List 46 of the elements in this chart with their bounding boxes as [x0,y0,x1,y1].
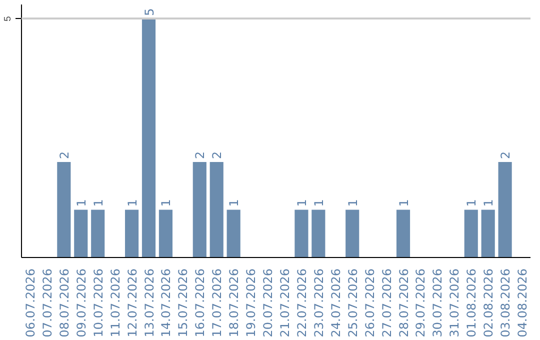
data-label: 1 [312,199,326,207]
x-tick-label: 14.07.2026 [159,268,174,338]
x-tick-label: 16.07.2026 [193,268,208,338]
data-label: 2 [498,151,513,160]
data-label: 1 [125,199,140,207]
data-label: 5 [142,8,156,16]
x-tick-label: 07.07.2026 [40,268,54,338]
x-tick-label: 18.07.2026 [227,268,242,338]
x-tick-label: 29.07.2026 [414,268,428,338]
x-tick-label: 13.07.2026 [142,268,156,338]
x-tick-label: 08.07.2026 [57,268,72,338]
data-label: 1 [159,199,174,207]
x-tick-label: 21.07.2026 [278,268,292,338]
x-tick-label: 15.07.2026 [176,268,190,338]
data-label: 1 [91,199,106,207]
data-label: 1 [396,199,411,207]
x-tick-label: 11.07.2026 [108,268,122,338]
x-tick-label: 31.07.2026 [448,268,462,338]
x-tick-label: 02.08.2026 [482,268,496,338]
data-label: 1 [464,199,479,207]
x-tick-label: 30.07.2026 [430,268,445,338]
x-tick-label: 22.07.2026 [294,268,309,338]
x-tick-label: 06.07.2026 [23,268,38,338]
x-tick-label: 10.07.2026 [91,268,106,338]
data-label: 2 [193,151,208,160]
data-label: 1 [482,199,496,207]
x-tick-label: 25.07.2026 [346,268,360,338]
x-tick-label: 20.07.2026 [261,268,276,338]
x-tick-label: 28.07.2026 [396,268,411,338]
x-tick-label: 03.08.2026 [498,268,513,338]
x-tick-label: 17.07.2026 [210,268,224,338]
data-label: 2 [57,151,72,160]
x-tick-label: 12.07.2026 [125,268,140,338]
x-tick-label: 19.07.2026 [244,268,258,338]
x-tick-label: 01.08.2026 [464,268,479,338]
x-tick-label: 09.07.2026 [74,268,88,338]
x-tick-label: 23.07.2026 [312,268,326,338]
x-tick-label: 24.07.2026 [328,268,343,338]
data-label: 1 [294,199,309,207]
x-tick-label: 04.08.2026 [516,268,530,338]
data-label: 1 [346,199,360,207]
x-tick-label: 27.07.2026 [380,268,394,338]
data-label: 2 [210,151,224,160]
x-tick-label: 26.07.2026 [362,268,377,338]
data-label: 1 [227,199,242,207]
data-label: 1 [74,199,88,207]
